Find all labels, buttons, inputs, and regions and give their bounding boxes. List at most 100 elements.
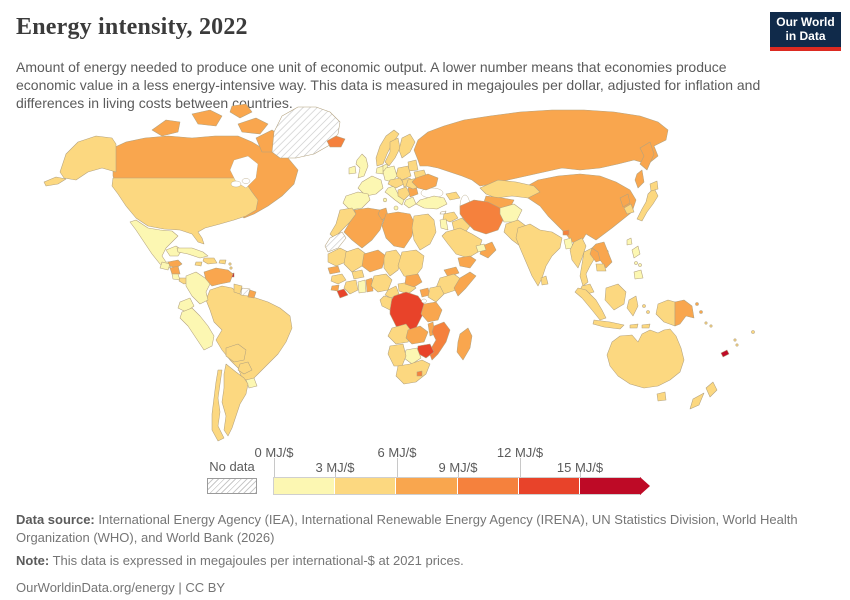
country-caucasus[interactable]: [445, 191, 461, 201]
country-honduras[interactable]: [167, 259, 183, 269]
country-iceland[interactable]: [326, 135, 346, 148]
country-mali[interactable]: [343, 247, 367, 273]
country-benelux[interactable]: [375, 165, 384, 175]
country-italy[interactable]: [393, 205, 399, 211]
country-indonesia[interactable]: [641, 323, 651, 329]
country-indonesia[interactable]: [646, 310, 650, 314]
country-syria[interactable]: [442, 211, 459, 223]
country-vanuatu[interactable]: [735, 343, 739, 347]
country-ireland[interactable]: [348, 165, 357, 175]
country-usa[interactable]: [111, 177, 259, 245]
country-lesotho[interactable]: [416, 370, 423, 377]
country-uk[interactable]: [355, 153, 369, 179]
country-costa-rica[interactable]: [171, 273, 181, 281]
country-namibia[interactable]: [387, 343, 407, 367]
country-angola[interactable]: [387, 323, 413, 345]
country-south-africa[interactable]: [395, 359, 431, 385]
country-turkey[interactable]: [415, 195, 448, 210]
country-kenya[interactable]: [427, 285, 445, 303]
country-philippines[interactable]: [633, 269, 644, 280]
legend-bin-1[interactable]: [335, 478, 397, 494]
country-papua-new-guinea[interactable]: [674, 299, 695, 327]
country-greece[interactable]: [403, 196, 417, 209]
country-greenland[interactable]: [271, 106, 341, 159]
country-guinea[interactable]: [330, 273, 347, 285]
country-kazakhstan[interactable]: [479, 179, 541, 199]
country-liberia[interactable]: [336, 288, 349, 299]
country-russia[interactable]: [634, 169, 645, 189]
country-lesser-antilles[interactable]: [228, 262, 232, 266]
country-myanmar[interactable]: [569, 237, 587, 269]
country-arctic-islands[interactable]: [191, 109, 223, 127]
legend-no-data-swatch[interactable]: [207, 478, 257, 494]
country-baltics[interactable]: [407, 159, 419, 172]
country-arctic-islands[interactable]: [229, 103, 253, 119]
country-western-sahara[interactable]: [324, 231, 347, 253]
country-senegal[interactable]: [327, 265, 341, 275]
country-paraguay[interactable]: [237, 361, 253, 375]
country-south-sudan[interactable]: [404, 273, 423, 288]
country-china[interactable]: [519, 173, 637, 245]
country-niger[interactable]: [361, 249, 387, 273]
country-libya[interactable]: [381, 211, 415, 249]
country-aleutians[interactable]: [43, 176, 67, 187]
country-arctic-islands[interactable]: [237, 117, 269, 135]
country-philippines[interactable]: [631, 245, 641, 259]
country-sweden[interactable]: [384, 137, 401, 167]
country-south-korea[interactable]: [623, 203, 635, 215]
country-cote-divoire[interactable]: [343, 279, 359, 295]
country-guyana[interactable]: [233, 283, 243, 295]
country-japan[interactable]: [636, 187, 659, 222]
country-spain-portugal[interactable]: [342, 191, 371, 211]
country-togo-benin[interactable]: [365, 277, 374, 293]
country-egypt[interactable]: [411, 213, 437, 251]
country-vietnam[interactable]: [591, 241, 613, 269]
legend-bin-4[interactable]: [518, 478, 580, 494]
country-new-zealand[interactable]: [705, 381, 718, 398]
country-philippines[interactable]: [638, 263, 642, 267]
country-puerto-rico[interactable]: [218, 259, 227, 265]
country-israel-jordan[interactable]: [439, 218, 449, 231]
country-fiji[interactable]: [751, 330, 755, 334]
country-sudan[interactable]: [397, 249, 425, 279]
country-balkans[interactable]: [397, 186, 411, 201]
country-indonesia[interactable]: [642, 304, 646, 308]
country-indonesia[interactable]: [629, 323, 639, 329]
country-italy[interactable]: [382, 197, 388, 203]
country-sri-lanka[interactable]: [540, 275, 549, 286]
country-indonesia[interactable]: [592, 319, 625, 330]
country-north-korea[interactable]: [619, 193, 631, 208]
country-saudi-arabia[interactable]: [441, 227, 483, 259]
country-russia[interactable]: [639, 141, 655, 171]
country-france[interactable]: [357, 175, 384, 197]
country-chile[interactable]: [211, 369, 225, 442]
country-mexico[interactable]: [129, 219, 179, 269]
country-taiwan[interactable]: [626, 237, 633, 246]
country-japan[interactable]: [649, 180, 659, 192]
country-ghana[interactable]: [357, 279, 367, 294]
country-chad[interactable]: [383, 249, 403, 277]
country-russia[interactable]: [413, 109, 669, 187]
country-italy[interactable]: [384, 185, 405, 206]
country-somalia[interactable]: [453, 271, 477, 297]
country-eritrea[interactable]: [443, 266, 460, 278]
country-tasmania[interactable]: [656, 391, 667, 402]
country-bhutan[interactable]: [562, 229, 570, 236]
country-french-guiana[interactable]: [247, 289, 257, 299]
country-alpine[interactable]: [387, 177, 405, 189]
country-morocco[interactable]: [329, 207, 357, 239]
country-algeria[interactable]: [343, 207, 385, 249]
legend-bin-0[interactable]: [274, 478, 336, 494]
country-solomon[interactable]: [709, 324, 713, 328]
country-congo-gabon[interactable]: [379, 295, 393, 311]
country-tanzania[interactable]: [420, 301, 443, 323]
country-new-zealand[interactable]: [689, 392, 705, 410]
owid-url-link[interactable]: OurWorldinData.org/energy | CC BY: [16, 579, 226, 595]
country-papua-indonesia[interactable]: [655, 299, 676, 327]
country-sierra-leone[interactable]: [330, 284, 340, 292]
country-hispaniola[interactable]: [202, 257, 218, 265]
country-cambodia[interactable]: [595, 263, 607, 272]
country-indonesia[interactable]: [626, 295, 639, 317]
legend-bin-3[interactable]: [457, 478, 519, 494]
country-argentina[interactable]: [221, 363, 249, 437]
